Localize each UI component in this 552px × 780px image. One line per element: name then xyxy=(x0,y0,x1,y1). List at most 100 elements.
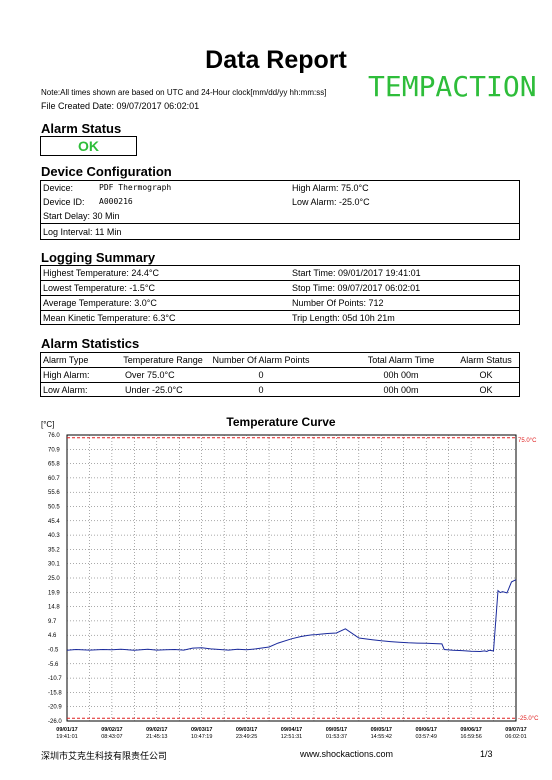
x-tick-time: 06:02:01 xyxy=(505,734,526,740)
x-tick-time: 12:51:31 xyxy=(281,734,302,740)
x-tick-time: 19:41:01 xyxy=(56,734,77,740)
chart-title: Temperature Curve xyxy=(226,415,335,429)
stop-time: Stop Time: 09/07/2017 06:02:01 xyxy=(292,283,421,293)
timezone-note: Note:All times shown are based on UTC an… xyxy=(41,88,327,97)
y-tick-label: 70.9 xyxy=(48,447,60,453)
device-id-label: Device ID: xyxy=(43,197,85,207)
start-delay-row: Start Delay: 30 Min xyxy=(41,209,519,223)
x-tick-time: 01:53:37 xyxy=(326,734,347,740)
y-tick-label: -10.7 xyxy=(48,676,62,682)
file-created-date: File Created Date: 09/07/2017 06:02:01 xyxy=(41,101,200,111)
alarm-status: OK xyxy=(479,370,493,380)
x-tick-date: 09/05/17 xyxy=(371,727,392,733)
y-tick-label: 50.5 xyxy=(48,505,60,511)
x-tick-date: 09/03/17 xyxy=(236,727,257,733)
alarm-stats-header-row: Alarm Type Temperature Range Number Of A… xyxy=(41,353,519,367)
y-tick-label: -20.9 xyxy=(48,705,62,711)
y-tick-label: 35.2 xyxy=(48,547,60,553)
highest-temperature: Highest Temperature: 24.4°C xyxy=(43,268,159,278)
y-tick-label: 4.6 xyxy=(48,633,57,639)
y-tick-label: -0.5 xyxy=(48,648,59,654)
mean-kinetic-temperature: Mean Kinetic Temperature: 6.3°C xyxy=(43,313,176,323)
y-tick-label: 65.8 xyxy=(48,462,60,468)
y-axis-label: [°C] xyxy=(41,420,54,429)
temperature-range: Under -25.0°C xyxy=(125,385,183,395)
col-temperature-range: Temperature Range xyxy=(123,355,203,365)
col-alarm-type: Alarm Type xyxy=(43,355,89,365)
alarm-statistics-heading: Alarm Statistics xyxy=(41,336,140,351)
trip-length: Trip Length: 05d 10h 21m xyxy=(292,313,395,323)
y-tick-label: 19.9 xyxy=(48,590,60,596)
x-tick-time: 03:57:49 xyxy=(415,734,436,740)
y-tick-label: 30.1 xyxy=(48,562,60,568)
x-tick-date: 09/04/17 xyxy=(281,727,302,733)
logging-summary-heading: Logging Summary xyxy=(41,250,156,265)
alarm-status-heading: Alarm Status xyxy=(41,121,122,136)
alarm-points: 0 xyxy=(258,385,264,395)
total-alarm-time: 00h 00m xyxy=(383,385,419,395)
footer-website: www.shockactions.com xyxy=(300,749,394,759)
y-tick-label: 25.0 xyxy=(48,576,60,582)
col-total-alarm-time: Total Alarm Time xyxy=(367,355,435,365)
total-alarm-time: 00h 00m xyxy=(383,370,419,380)
number-of-points: Number Of Points: 712 xyxy=(292,298,384,308)
logging-summary-table: Highest Temperature: 24.4°C Start Time: … xyxy=(40,265,520,325)
page-title: Data Report xyxy=(205,46,347,74)
device-config-table: Device: PDF Thermograph High Alarm: 75.0… xyxy=(40,180,520,240)
logging-row-4: Mean Kinetic Temperature: 6.3°C Trip Len… xyxy=(41,310,519,326)
alarm-status-badge: OK xyxy=(40,136,137,156)
y-tick-label: -5.6 xyxy=(48,662,59,668)
alarm-type: Low Alarm: xyxy=(43,385,88,395)
start-delay: Start Delay: 30 Min xyxy=(43,211,120,221)
start-time: Start Time: 09/01/2017 19:41:01 xyxy=(292,268,421,278)
col-alarm-points: Number Of Alarm Points xyxy=(212,355,310,365)
col-alarm-status: Alarm Status xyxy=(460,355,512,365)
y-tick-label: -15.8 xyxy=(48,690,62,696)
alarm-points: 0 xyxy=(258,370,264,380)
high-alarm-label: 75.0°C xyxy=(518,438,537,444)
table-row: Low Alarm: Under -25.0°C 0 00h 00m OK xyxy=(41,382,519,398)
lowest-temperature: Lowest Temperature: -1.5°C xyxy=(43,283,155,293)
alarm-status: OK xyxy=(479,385,493,395)
brand-logo-text: TEMPACTION xyxy=(368,70,537,103)
x-tick-time: 14:55:42 xyxy=(371,734,392,740)
footer-company: 深圳市艾克生科技有限责任公司 xyxy=(41,751,168,761)
x-tick-date: 09/05/17 xyxy=(326,727,347,733)
device-config-heading: Device Configuration xyxy=(41,164,172,179)
x-tick-date: 09/02/17 xyxy=(101,727,122,733)
y-tick-label: -26.0 xyxy=(48,719,62,725)
low-alarm-setting: Low Alarm: -25.0°C xyxy=(292,197,370,207)
table-row: High Alarm: Over 75.0°C 0 00h 00m OK xyxy=(41,367,519,383)
x-tick-date: 09/06/17 xyxy=(415,727,436,733)
device-value: PDF Thermograph xyxy=(99,183,172,192)
x-tick-time: 23:49:25 xyxy=(236,734,257,740)
y-tick-label: 60.7 xyxy=(48,476,60,482)
x-tick-time: 21:45:13 xyxy=(146,734,167,740)
temperature-chart: Temperature Curve [°C] 76.0 70.9 65.8 60.7 55.… xyxy=(41,415,539,740)
alarm-statistics-table: Alarm Type Temperature Range Number Of A… xyxy=(40,352,520,397)
y-tick-label: 55.6 xyxy=(48,490,60,496)
y-tick-label: 45.4 xyxy=(48,519,60,525)
logging-row-1: Highest Temperature: 24.4°C Start Time: … xyxy=(41,266,519,280)
x-tick-date: 09/07/17 xyxy=(505,727,526,733)
logging-row-2: Lowest Temperature: -1.5°C Stop Time: 09… xyxy=(41,280,519,296)
y-tick-label: 9.7 xyxy=(48,619,57,625)
low-alarm-label: -25.0°C xyxy=(518,716,539,722)
y-tick-label: 14.8 xyxy=(48,605,60,611)
footer-page-number: 1/3 xyxy=(480,749,493,759)
x-tick-time: 08:43:07 xyxy=(101,734,122,740)
device-id-row: Device ID: A000216 Low Alarm: -25.0°C xyxy=(41,195,519,209)
y-tick-label: 40.3 xyxy=(48,533,60,539)
x-tick-date: 09/01/17 xyxy=(56,727,77,733)
x-tick-time: 16:59:56 xyxy=(460,734,481,740)
average-temperature: Average Temperature: 3.0°C xyxy=(43,298,157,308)
device-label: Device: xyxy=(43,183,74,193)
alarm-type: High Alarm: xyxy=(43,370,90,380)
device-id-value: A000216 xyxy=(99,197,133,206)
high-alarm-setting: High Alarm: 75.0°C xyxy=(292,183,369,193)
log-interval: Log Interval: 11 Min xyxy=(43,227,122,237)
x-tick-date: 09/06/17 xyxy=(460,727,481,733)
x-tick-date: 09/03/17 xyxy=(191,727,212,733)
logging-row-3: Average Temperature: 3.0°C Number Of Poi… xyxy=(41,295,519,311)
x-tick-date: 09/02/17 xyxy=(146,727,167,733)
